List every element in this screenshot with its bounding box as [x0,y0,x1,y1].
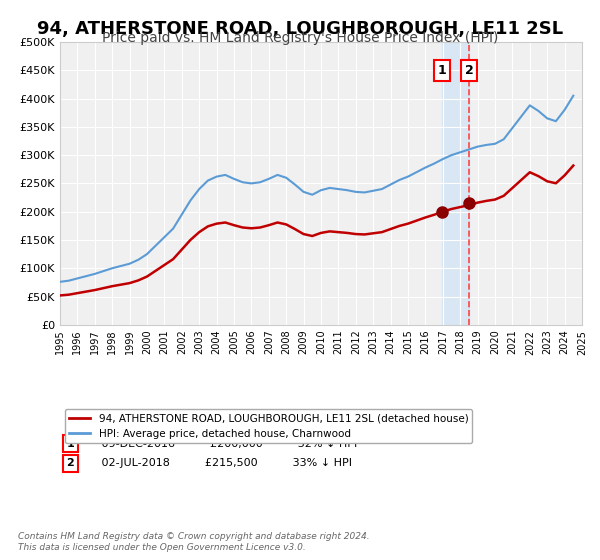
Text: 2: 2 [67,459,74,468]
Text: Price paid vs. HM Land Registry's House Price Index (HPI): Price paid vs. HM Land Registry's House … [102,31,498,45]
Text: 1: 1 [437,64,446,77]
Bar [442,42,469,325]
Text: 2: 2 [464,64,473,77]
Text: 02-JUL-2018          £215,500          33% ↓ HPI: 02-JUL-2018 £215,500 33% ↓ HPI [91,459,352,468]
Text: Contains HM Land Registry data © Crown copyright and database right 2024.
This d: Contains HM Land Registry data © Crown c… [18,532,370,552]
Text: 94, ATHERSTONE ROAD, LOUGHBOROUGH, LE11 2SL: 94, ATHERSTONE ROAD, LOUGHBOROUGH, LE11 … [37,20,563,38]
Text: 09-DEC-2016          £200,000          32% ↓ HPI: 09-DEC-2016 £200,000 32% ↓ HPI [91,438,358,449]
Text: 1: 1 [67,438,74,449]
Legend: 94, ATHERSTONE ROAD, LOUGHBOROUGH, LE11 2SL (detached house), HPI: Average price: 94, ATHERSTONE ROAD, LOUGHBOROUGH, LE11 … [65,409,472,443]
